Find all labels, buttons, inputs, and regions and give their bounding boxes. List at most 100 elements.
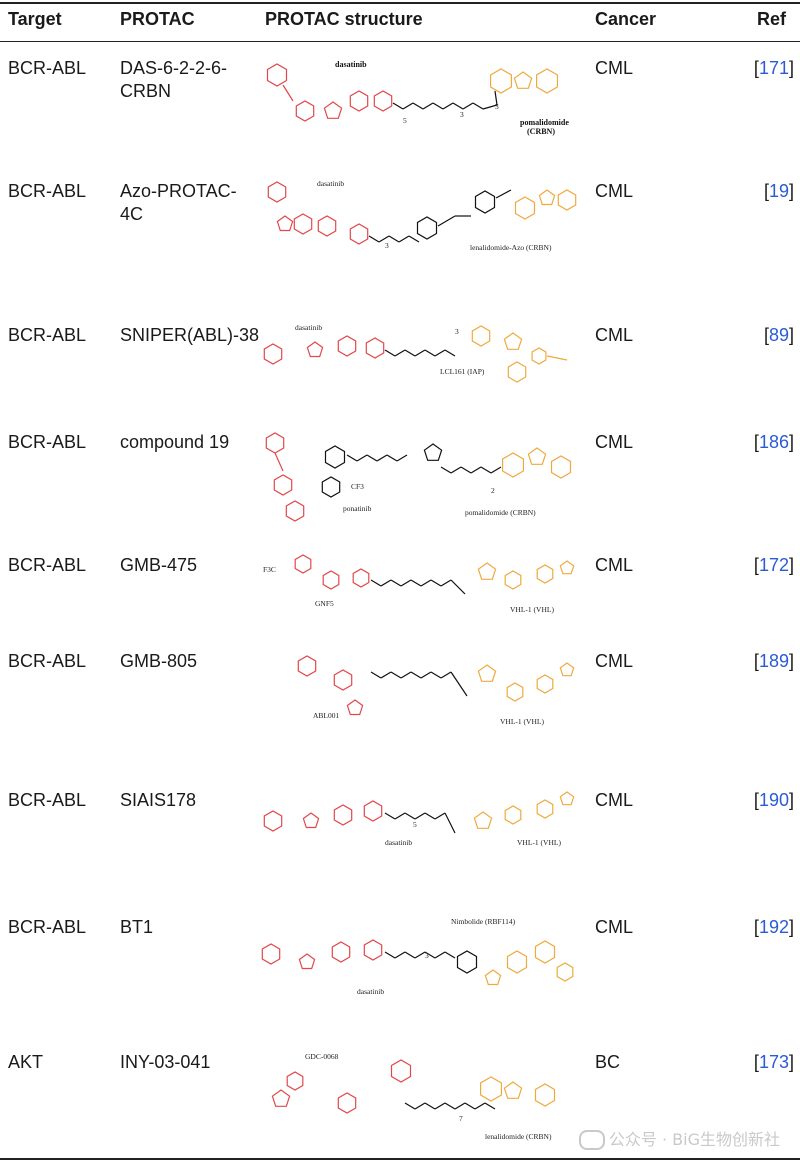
- structure-label: 5: [403, 116, 407, 125]
- cell-cancer: CML: [595, 325, 634, 345]
- cell-ref: [173]: [754, 1051, 794, 1074]
- structure-label: pomalidomide: [520, 118, 569, 127]
- ref-link[interactable]: 171: [758, 58, 789, 78]
- col-header-ref: Ref: [757, 9, 787, 29]
- cell-ref: [171]: [754, 57, 794, 80]
- cell-cancer: CML: [595, 58, 634, 78]
- protac-name-line: 4C: [120, 204, 144, 224]
- ref-bracket-open: [: [763, 325, 769, 345]
- structure-label: lenalidomide-Azo (CRBN): [470, 243, 552, 252]
- structure-label: Nimbolide (RBF114): [451, 917, 516, 926]
- col-header-cancer: Cancer: [595, 9, 657, 29]
- structure-label: 5: [413, 820, 417, 829]
- cell-protac: BT1: [120, 916, 153, 939]
- cell-ref: [172]: [754, 554, 794, 577]
- structure-label: dasatinib: [335, 60, 367, 69]
- cell-target: BCR-ABL: [8, 325, 87, 345]
- cell-cancer: CML: [595, 181, 634, 201]
- table-top-rule: [0, 2, 800, 4]
- structure-label: 2: [491, 486, 495, 495]
- cell-structure: dasatinib Nimbolide (RBF114) 3: [255, 912, 585, 1002]
- ref-bracket-open: [: [753, 651, 759, 671]
- cell-protac: GMB-805: [120, 650, 197, 673]
- protac-structure-drawing: dasatinib pomalidomide(CRBN) 5 3 3: [266, 60, 569, 136]
- protac-name-line: SIAIS178: [120, 790, 197, 810]
- col-header-target: Target: [8, 9, 62, 29]
- ref-bracket-open: [: [753, 1052, 759, 1072]
- cell-target: BCR-ABL: [8, 181, 87, 201]
- cell-target: BCR-ABL: [8, 432, 87, 452]
- ref-link[interactable]: 192: [758, 917, 789, 937]
- protac-structure-drawing: dasatinib lenalidomide-Azo (CRBN) 3: [267, 179, 577, 252]
- cell-cancer: CML: [595, 432, 634, 452]
- structure-label: GNF5: [315, 599, 334, 608]
- wechat-icon: [578, 1130, 605, 1150]
- col-header-protac: PROTAC: [120, 9, 195, 29]
- structure-label: LCL161 (IAP): [440, 367, 485, 376]
- ref-link[interactable]: 89: [768, 325, 789, 345]
- protac-name-line: SNIPER(ABL)-38: [120, 325, 260, 345]
- structure-label: lenalidomide (CRBN): [485, 1132, 552, 1141]
- cell-protac: DAS-6-2-2-6- CRBN: [120, 57, 227, 103]
- structure-label: CF3: [351, 482, 364, 491]
- structure-label: F3C: [263, 565, 276, 574]
- protac-structure-drawing: dasatinib VHL-1 (VHL) 5: [263, 791, 575, 847]
- cell-target: BCR-ABL: [8, 555, 87, 575]
- structure-label: 7: [459, 1114, 463, 1123]
- ref-bracket-close: ]: [788, 325, 794, 345]
- cell-structure: dasatinib VHL-1 (VHL) 5: [255, 785, 585, 855]
- ref-bracket-close: ]: [788, 917, 794, 937]
- cell-cancer: CML: [595, 651, 634, 671]
- structure-label: dasatinib: [317, 179, 344, 188]
- cell-target: BCR-ABL: [8, 58, 87, 78]
- protac-name-line: CRBN: [120, 81, 172, 101]
- cell-ref: [192]: [754, 916, 794, 939]
- ref-bracket-close: ]: [788, 181, 794, 201]
- structure-label: 3: [460, 110, 464, 119]
- cell-cancer: CML: [595, 790, 634, 810]
- ref-bracket-close: ]: [788, 432, 794, 452]
- cell-protac: SNIPER(ABL)-38: [120, 324, 259, 347]
- structure-label: pomalidomide (CRBN): [465, 508, 536, 517]
- protac-structure-drawing: GDC-0068 lenalidomide (CRBN) 7: [271, 1052, 556, 1141]
- structure-label: (CRBN): [527, 127, 555, 136]
- protac-name-line: GMB-805: [120, 651, 198, 671]
- protac-structure-drawing: dasatinib Nimbolide (RBF114) 3: [261, 917, 574, 996]
- cell-structure: ponatinib pomalidomide (CRBN) CF3 2: [255, 427, 585, 527]
- cell-structure: dasatinib LCL161 (IAP) 3: [255, 320, 585, 390]
- structure-label: dasatinib: [385, 838, 412, 847]
- protac-name-line: Azo-PROTAC-: [120, 181, 237, 201]
- ref-bracket-open: [: [753, 917, 759, 937]
- ref-link[interactable]: 190: [758, 790, 789, 810]
- ref-bracket-close: ]: [788, 1052, 794, 1072]
- cell-target: AKT: [8, 1052, 44, 1072]
- cell-protac: GMB-475: [120, 554, 197, 577]
- watermark: 公众号 · BiG生物创新社: [578, 1126, 780, 1150]
- protac-name-line: GMB-475: [120, 555, 198, 575]
- ref-bracket-open: [: [753, 58, 759, 78]
- ref-link[interactable]: 186: [758, 432, 789, 452]
- cell-protac: Azo-PROTAC- 4C: [120, 180, 237, 226]
- ref-link[interactable]: 189: [758, 651, 789, 671]
- ref-bracket-open: [: [753, 432, 759, 452]
- protac-name-line: BT1: [120, 917, 154, 937]
- cell-ref: [190]: [754, 789, 794, 812]
- cell-protac: SIAIS178: [120, 789, 196, 812]
- table-bottom-rule: [0, 1158, 800, 1160]
- cell-cancer: CML: [595, 917, 634, 937]
- protac-structure-drawing: dasatinib LCL161 (IAP) 3: [263, 323, 568, 383]
- cell-ref: [186]: [754, 431, 794, 454]
- ref-link[interactable]: 173: [758, 1052, 789, 1072]
- structure-label: 3: [495, 102, 499, 111]
- ref-bracket-open: [: [763, 181, 769, 201]
- cell-protac: INY-03-041: [120, 1051, 210, 1074]
- ref-bracket-open: [: [753, 790, 759, 810]
- ref-link[interactable]: 172: [758, 555, 789, 575]
- ref-bracket-close: ]: [788, 790, 794, 810]
- cell-cancer: BC: [595, 1052, 621, 1072]
- ref-link[interactable]: 19: [768, 181, 789, 201]
- cell-target: BCR-ABL: [8, 651, 87, 671]
- table-header-rule: [0, 41, 800, 42]
- structure-label: ponatinib: [343, 504, 372, 513]
- protac-name-line: DAS-6-2-2-6-: [120, 58, 228, 78]
